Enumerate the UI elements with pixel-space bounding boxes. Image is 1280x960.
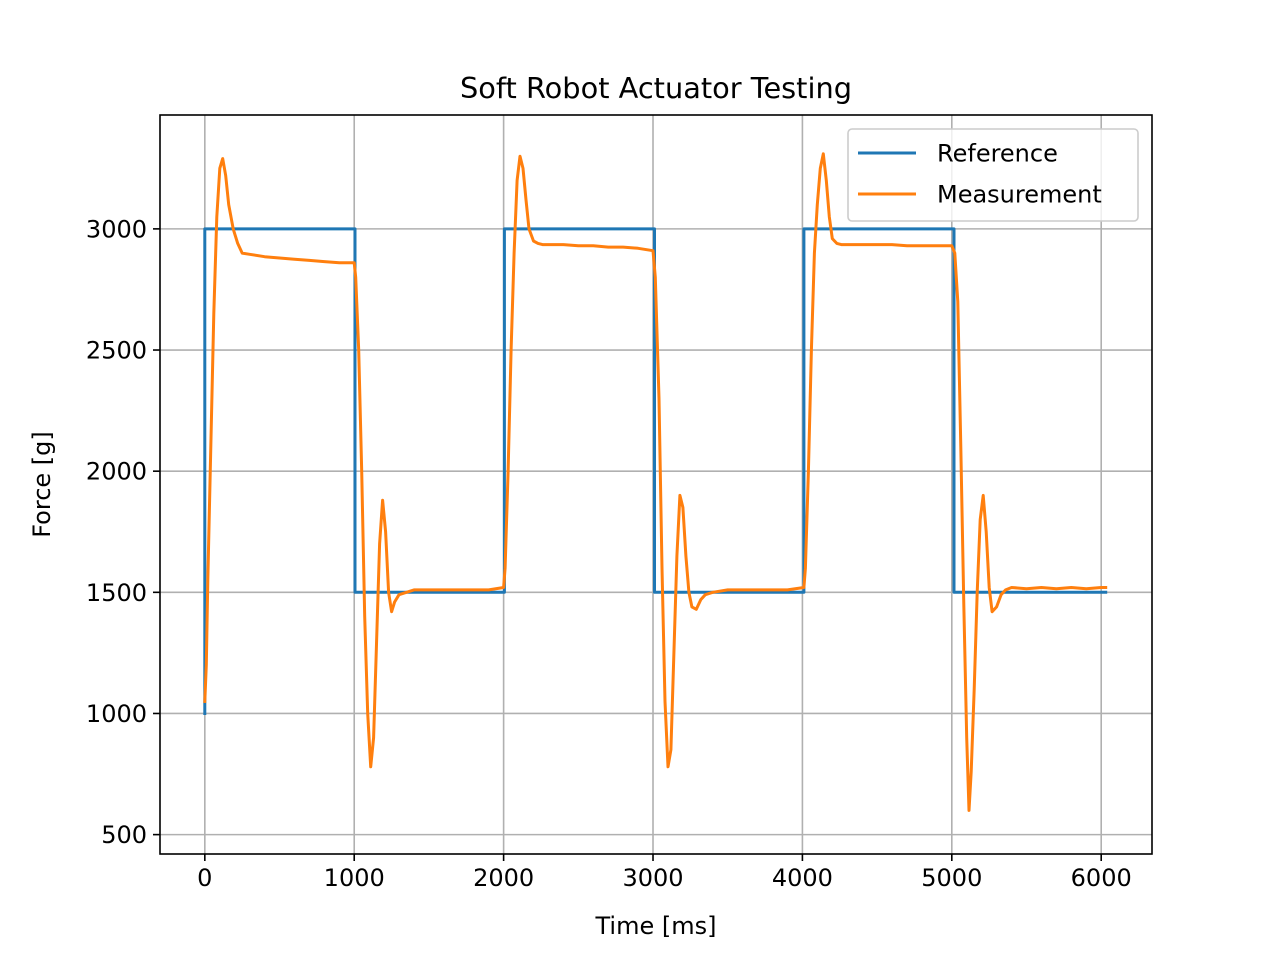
x-tick-label: 4000 — [772, 864, 833, 892]
y-tick-label: 3000 — [86, 215, 147, 243]
y-tick-label: 500 — [101, 821, 147, 849]
chart-title: Soft Robot Actuator Testing — [460, 71, 852, 105]
plot-area — [203, 152, 1108, 812]
x-tick-label: 0 — [197, 864, 212, 892]
x-tick-label: 2000 — [473, 864, 534, 892]
x-tick-label: 5000 — [921, 864, 982, 892]
x-tick-label: 3000 — [622, 864, 683, 892]
legend-label: Measurement — [937, 181, 1102, 209]
series-line-measurement — [203, 152, 1108, 812]
x-tick-label: 6000 — [1071, 864, 1132, 892]
x-tick-label: 1000 — [324, 864, 385, 892]
x-axis-label: Time [ms] — [595, 912, 717, 940]
y-axis-label: Force [g] — [28, 431, 56, 538]
y-tick-label: 2000 — [86, 458, 147, 486]
axis-ticks: 0 1000 2000 3000 4000 5000 6000 500 1000 1500 2000… — [86, 215, 1132, 892]
y-tick-label: 1000 — [86, 700, 147, 728]
legend-label: Reference — [937, 140, 1058, 168]
axes-frame — [159, 114, 1153, 855]
legend-box — [847, 128, 1139, 222]
y-tick-label: 1500 — [86, 579, 147, 607]
legend: Reference Measurement — [847, 128, 1139, 222]
y-tick-label: 2500 — [86, 337, 147, 365]
series-line-reference — [203, 227, 1108, 715]
